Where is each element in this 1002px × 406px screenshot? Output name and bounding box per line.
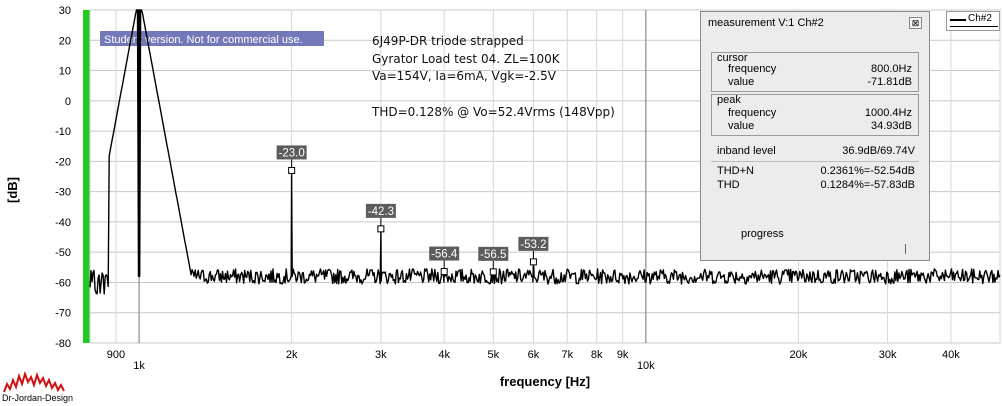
x-tick-label: 20k [789, 349, 807, 361]
peak-frequency-row: frequency 1000.4Hz [712, 107, 918, 121]
thd-value: 0.1284%=-57.83dB [820, 179, 916, 191]
x-tick-label: 7k [562, 349, 574, 361]
watermark-text: Student version. Not for commercial use. [104, 34, 303, 46]
y-tick-label: -70 [55, 308, 71, 320]
x-tick-label: 6k [528, 349, 540, 361]
x-tick-label: 30k [879, 349, 897, 361]
logo-waveform-icon [3, 370, 65, 393]
harmonic-markers: -23.0 -42.3 -56.4 -56.5 -53.2 [276, 145, 549, 276]
thdn-label: THD+N [717, 165, 754, 177]
peak-value-label: value [728, 120, 755, 132]
x-major-tick-label: 1k [133, 360, 145, 372]
y-tick-label: -30 [55, 187, 71, 199]
marker-square [440, 268, 448, 276]
cursor-group-label: cursor [717, 52, 748, 64]
harmonic-marker: -56.5 [478, 246, 509, 276]
legend-label: Ch#2 [968, 13, 992, 24]
progress-label: progress [741, 228, 784, 240]
measurement-panel-title: measurement V:1 Ch#2 [708, 17, 824, 29]
watermark-box [100, 31, 324, 46]
cursor-value-value: -71.81dB [867, 76, 912, 88]
progress-bar [905, 244, 906, 254]
legend-underline [950, 26, 998, 27]
marker-label-box [429, 246, 460, 261]
y-tick-label: -20 [55, 156, 71, 168]
spectrum-trace-ch2 [89, 9, 1001, 295]
x-tick-label: 2k [286, 349, 298, 361]
peak-group: peak frequency 1000.4Hz value 34.93dB [711, 94, 919, 136]
inband-label: inband level [717, 145, 776, 157]
y-tick-label: 30 [59, 5, 71, 17]
peak-frequency-value: 1000.4Hz [864, 107, 912, 119]
x-axis-label: frequency [Hz] [500, 374, 590, 389]
x-major-tick-label: 10k [637, 360, 655, 372]
measurement-panel[interactable]: measurement V:1 Ch#2 ⊠ cursor frequency … [700, 11, 930, 261]
marker-label-box [276, 145, 307, 160]
cursor-frequency-value: 800.0Hz [871, 63, 912, 75]
marker-label-box [478, 246, 509, 261]
thdn-value: 0.2361%=-52.54dB [820, 165, 916, 177]
peak-value-row: value 34.93dB [712, 120, 918, 134]
annotation-line-4: THD=0.128% @ Vo=52.4Vrms (148Vpp) [371, 105, 615, 119]
peak-frequency-label: frequency [728, 107, 777, 119]
y-tick-labels: 30 20 10 0 -10 -20 -30 -40 -50 -60 -70 -80 [55, 5, 71, 350]
legend: Ch#2 [946, 11, 1000, 31]
y-tick-label: -10 [55, 126, 71, 138]
annotation-line-2: Gyrator Load test 04. ZL=100K [372, 52, 561, 66]
marker-label: -56.4 [431, 249, 458, 261]
marker-square [529, 258, 537, 266]
thd-row: THD 0.1284%=-57.83dB [717, 179, 915, 193]
marker-label-box [518, 236, 549, 251]
x-tick-label: 9k [617, 349, 629, 361]
inband-row: inband level 36.9dB/69.74V [717, 145, 915, 159]
peak-value-value: 34.93dB [871, 120, 912, 132]
y-tick-label: -60 [55, 277, 71, 289]
x-tick-label: 8k [591, 349, 603, 361]
y-tick-label: 20 [59, 35, 71, 47]
cursor-frequency-label: frequency [728, 63, 777, 75]
annotation-text: 6J49P-DR triode strapped Gyrator Load te… [371, 34, 615, 119]
x-tick-label: 40k [942, 349, 960, 361]
y-tick-label: 10 [59, 66, 71, 78]
harmonic-marker: -53.2 [518, 236, 549, 266]
logo: Dr-Jordan-Design [2, 370, 82, 404]
cursor-group: cursor frequency 800.0Hz value -71.81dB [711, 52, 919, 92]
panel-divider [711, 161, 919, 162]
logo-text: Dr-Jordan-Design [2, 393, 74, 403]
cursor-value-label: value [728, 76, 755, 88]
x-tick-label: 4k [438, 349, 450, 361]
inband-value: 36.9dB/69.74V [842, 145, 915, 157]
marker-square [288, 166, 296, 174]
x-tick-label: 5k [487, 349, 499, 361]
y-tick-label: -80 [55, 338, 71, 350]
marker-label: -23.0 [279, 147, 305, 159]
thdn-row: THD+N 0.2361%=-52.54dB [717, 165, 915, 179]
level-bar [83, 10, 90, 343]
legend-swatch [950, 19, 966, 21]
harmonic-marker: -23.0 [276, 145, 307, 174]
marker-square [377, 225, 385, 233]
y-axis-label: [dB] [5, 177, 20, 203]
cursor-frequency-row: frequency 800.0Hz [712, 63, 918, 77]
marker-label: -56.5 [480, 249, 506, 261]
peak-group-label: peak [717, 94, 741, 106]
annotation-line-3: Va=154V, Ia=6mA, Vgk=-2.5V [372, 69, 557, 83]
thd-label: THD [717, 179, 740, 191]
marker-label: -53.2 [520, 239, 546, 251]
harmonic-marker: -56.4 [429, 246, 460, 276]
y-tick-label: 0 [65, 96, 71, 108]
marker-label: -42.3 [368, 206, 394, 218]
annotation-line-1: 6J49P-DR triode strapped [372, 34, 524, 48]
x-tick-label: 900 [107, 349, 125, 361]
x-tick-label: 3k [375, 349, 387, 361]
close-icon[interactable]: ⊠ [909, 17, 922, 29]
y-tick-label: -50 [55, 247, 71, 259]
student-watermark: Student version. Not for commercial use. [100, 31, 324, 46]
harmonic-marker: -42.3 [365, 203, 396, 233]
x-tick-labels: 900 2k 3k 4k 5k 6k 7k 8k 9k 20k 30k 40k 1k 10k [107, 349, 961, 372]
marker-label-box [365, 203, 396, 218]
marker-square [489, 268, 497, 276]
y-tick-label: -40 [55, 217, 71, 229]
cursor-value-row: value -71.81dB [712, 76, 918, 90]
